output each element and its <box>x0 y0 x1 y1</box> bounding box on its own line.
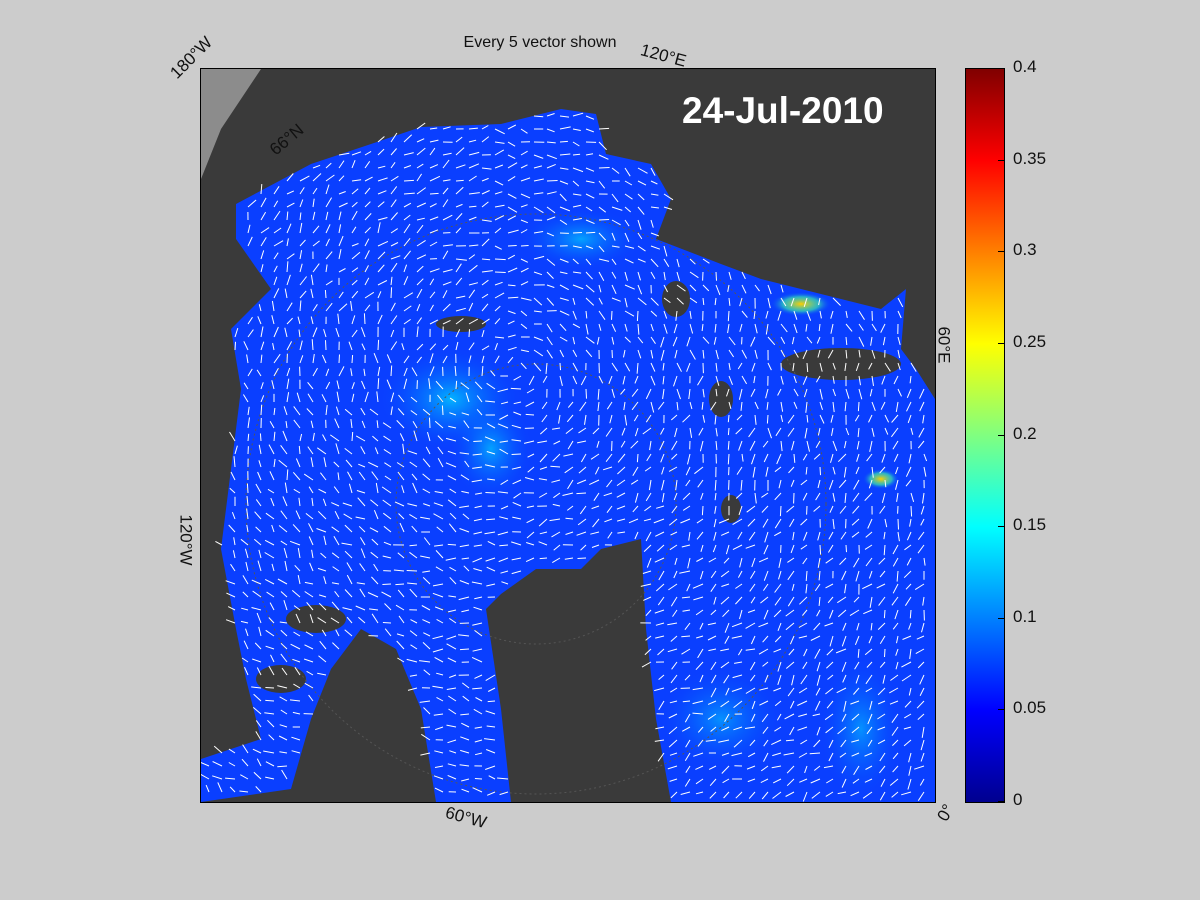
colorbar-tick-label: 0.4 <box>1013 57 1037 76</box>
colorbar-tick-mark <box>998 159 1004 161</box>
drift-vectors <box>201 112 928 802</box>
colorbar <box>965 68 1005 803</box>
colorbar-tick-mark <box>998 68 1004 69</box>
land-island <box>256 665 306 693</box>
land-island <box>286 605 346 633</box>
colorbar-tick-label: 0.05 <box>1013 698 1047 718</box>
land-island <box>436 316 486 332</box>
map-canvas <box>201 69 935 802</box>
outside-domain <box>201 69 261 179</box>
colorbar-tick-mark <box>998 709 1004 711</box>
colorbar-tick-label: 0.1 <box>1013 606 1037 626</box>
colorbar-tick-label: 0.35 <box>1013 148 1047 168</box>
colorbar-tick-label: 0.25 <box>1013 331 1047 351</box>
drift-highlight <box>863 469 899 489</box>
colorbar-tick-label: 0.15 <box>1013 515 1047 535</box>
lon-label-0: 0° <box>933 800 958 825</box>
graticule-circle <box>395 363 677 645</box>
lon-label-120w: 120°W <box>176 514 196 566</box>
drift-highlight <box>451 399 531 499</box>
graticule-circle <box>245 213 827 795</box>
land-island <box>343 659 379 719</box>
colorbar-tick-label: 0.2 <box>1013 423 1037 443</box>
land-island <box>709 381 733 417</box>
colorbar-tick-mark <box>998 801 1004 802</box>
colorbar-tick-label: 0 <box>1013 790 1023 809</box>
figure-title: Every 5 vector shown <box>463 34 617 51</box>
land-island <box>781 348 901 380</box>
colorbar-tick-mark <box>998 617 1004 619</box>
date-stamp: 24-Jul-2010 <box>682 90 884 131</box>
land-island <box>721 495 741 523</box>
colorbar-tick-mark <box>998 434 1004 436</box>
colorbar-tick-mark <box>998 251 1004 253</box>
colorbar-tick-mark <box>998 342 1004 344</box>
drift-highlight <box>771 292 831 316</box>
lon-label-60e: 60°E <box>934 326 954 364</box>
colorbar-tick-mark <box>998 526 1004 528</box>
lon-label-60w: 60°W <box>443 802 489 833</box>
drift-highlight <box>661 669 781 769</box>
drift-highlight <box>821 659 901 799</box>
colorbar-tick-label: 0.3 <box>1013 240 1037 260</box>
land-island <box>662 281 690 317</box>
ice-drift-map <box>200 68 936 803</box>
